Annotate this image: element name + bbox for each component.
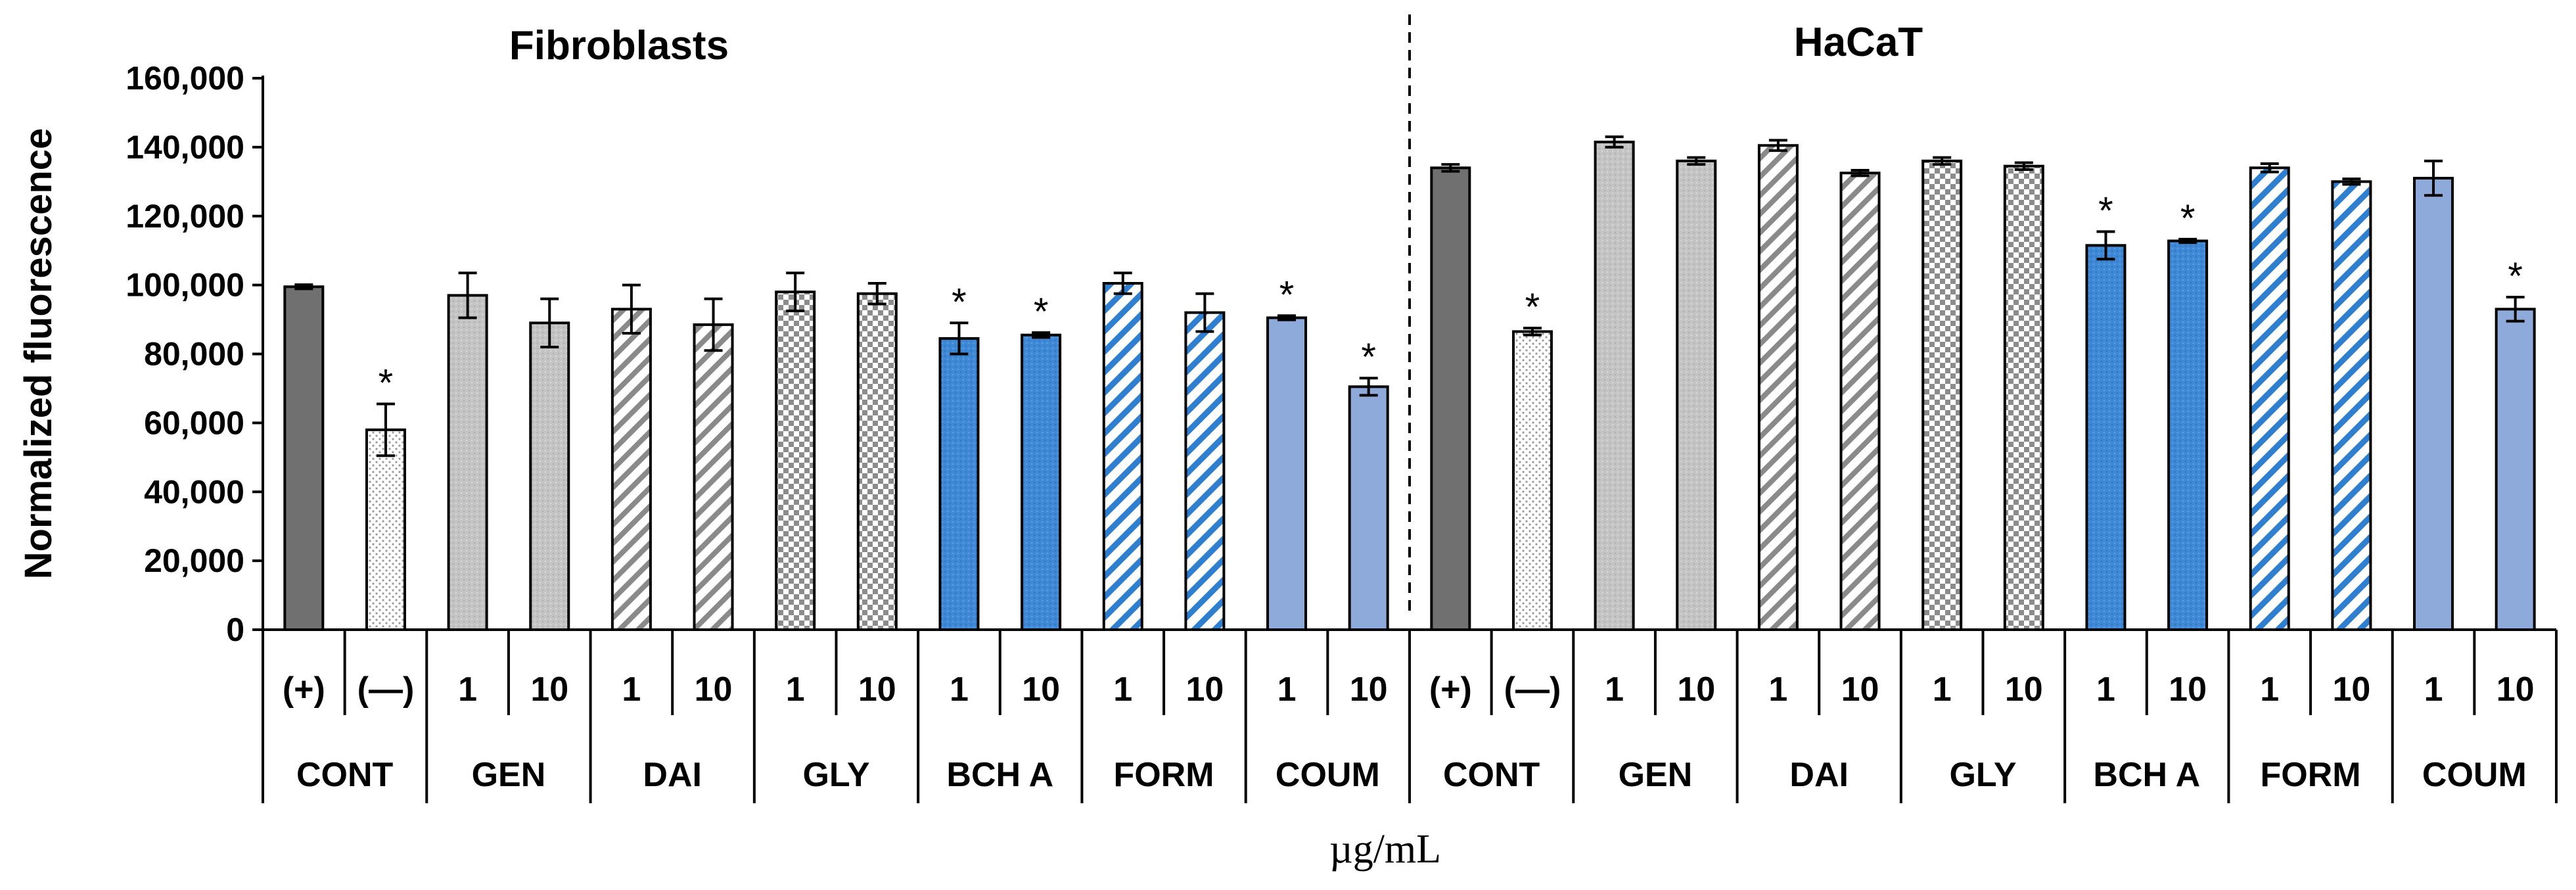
x-dose-label: 1 [2096,670,2115,709]
bars: * * * * * * * * * [283,135,2536,632]
x-compound-label: FORM [1114,756,1214,794]
x-dose-label: 1 [1933,670,1952,709]
x-dose-label: 1 [2260,670,2279,709]
group-title-hacat: HaCaT [1794,20,1923,65]
y-tick-label: 140,000 [126,129,244,166]
significance-star: * [2098,189,2113,232]
y-tick-label: 160,000 [126,60,244,97]
significance-star: * [2180,197,2196,240]
y-tick-label: 120,000 [126,198,244,235]
x-dose-label: 1 [1113,670,1132,709]
x-dose-label: 10 [1350,670,1388,709]
bar [1430,166,1471,631]
bar [2331,180,2372,631]
x-dose-label: 10 [2332,670,2370,709]
bar [2413,177,2454,632]
significance-star: * [1034,291,1049,333]
significance-star: * [379,362,394,405]
x-compound-label: GEN [1619,756,1693,794]
x-compound-label: BCH A [2093,756,2200,794]
y-tick-label: 20,000 [144,542,244,579]
bar [1184,311,1226,631]
bar [1757,144,1799,632]
x-compound-label: GEN [472,756,546,794]
bar [1021,333,1062,631]
x-dose-label: 1 [622,670,641,709]
significance-star: * [1361,336,1376,379]
x-dose-label: 1 [950,670,969,709]
x-dose-label: 10 [858,670,896,709]
x-compound-label: COUM [2422,756,2527,794]
x-compound-label: DAI [643,756,702,794]
y-tick-label: 100,000 [126,267,244,304]
x-dose-label: 10 [2005,670,2043,709]
bar [2003,164,2044,631]
bar [365,428,406,631]
bar [693,323,734,631]
x-category-labels: (+) (—) 1 10 1 10 1 10 1 10 1 10 1 10 (+) (—) 1 10 1 10 1 10 1… [262,630,2558,803]
bar [1348,385,1389,631]
significance-star: * [2508,255,2523,298]
x-dose-label: (+) [1429,670,1472,709]
x-dose-label: 10 [1185,670,1224,709]
bar [2495,308,2536,631]
bar [283,285,325,631]
y-tick-label: 0 [226,611,244,648]
x-compound-label: CONT [1443,756,1540,794]
significance-star: * [952,281,967,323]
bar [2249,166,2290,631]
x-dose-label: 1 [1605,670,1624,709]
x-compound-label: COUM [1276,756,1380,794]
x-dose-label: 10 [1677,670,1715,709]
bar [1594,141,1635,631]
x-dose-label: (+) [283,670,325,709]
x-compound-label: GLY [802,756,869,794]
x-compound-label: GLY [1949,756,2016,794]
x-dose-label: 1 [458,670,477,709]
bar [610,308,652,631]
y-tick-label: 80,000 [144,336,244,373]
bar [775,291,816,631]
x-compound-label: CONT [296,756,394,794]
group-title-fibroblasts: Fibroblasts [509,23,729,68]
bar [529,321,570,631]
x-dose-label: 10 [2496,670,2535,709]
bar [938,337,980,631]
significance-star: * [1279,273,1295,316]
x-dose-label: (—) [1504,670,1561,709]
bar [856,292,898,631]
x-compound-label: DAI [1789,756,1849,794]
bar [447,294,488,631]
bar [1266,316,1308,631]
x-dose-label: 1 [786,670,805,709]
x-dose-label: 10 [695,670,733,709]
significance-star: * [1525,286,1540,329]
x-dose-label: 10 [1841,670,1879,709]
y-tick-label: 60,000 [144,404,244,441]
x-dose-label: 1 [1277,670,1297,709]
x-compound-label: BCH A [946,756,1053,794]
bar [1102,282,1143,631]
x-dose-label: 1 [2424,670,2443,709]
bar [1511,330,1553,631]
x-axis-unit-label: µg/mL [1329,827,1441,872]
bar [1676,159,1717,632]
x-dose-label: 10 [530,670,568,709]
y-tick-label: 40,000 [144,473,244,510]
bar [2167,239,2209,631]
x-compound-label: FORM [2261,756,2361,794]
y-axis-label: Normalized fluorescence [17,128,60,580]
bar [1921,159,1963,632]
bar [1839,172,1881,631]
x-dose-label: 1 [1768,670,1787,709]
x-dose-label: 10 [1022,670,1060,709]
bar [2085,244,2127,631]
x-dose-label: (—) [357,670,415,709]
x-dose-label: 10 [2169,670,2207,709]
